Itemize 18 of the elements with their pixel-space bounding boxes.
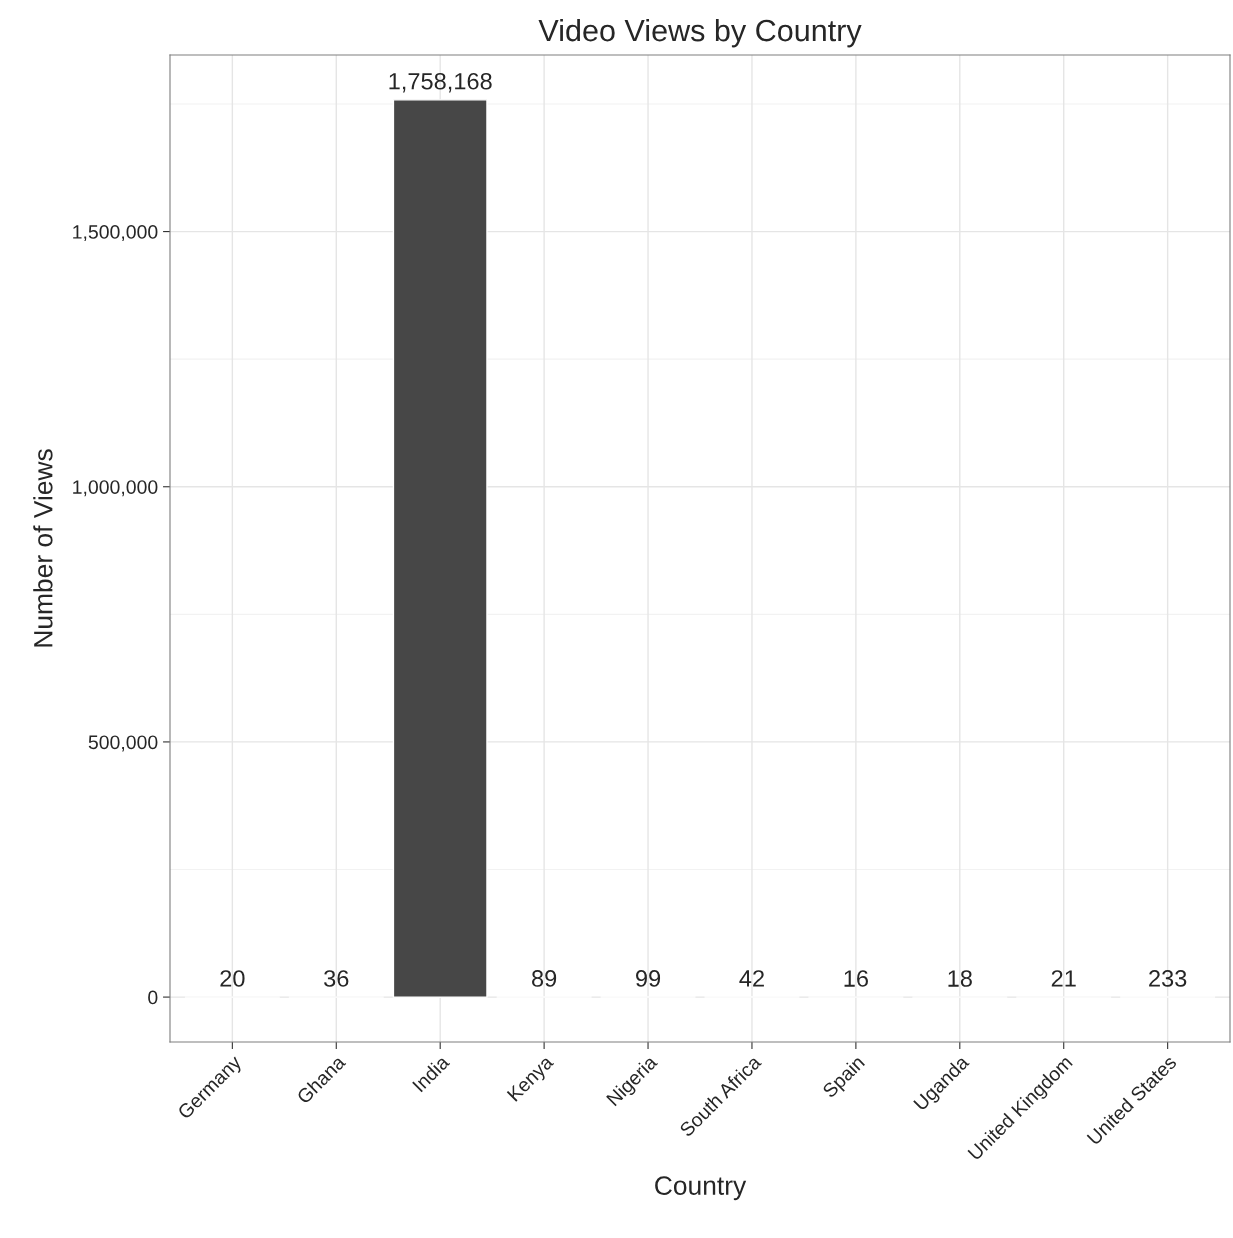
chart-title: Video Views by Country bbox=[538, 18, 862, 48]
y-tick-label: 0 bbox=[148, 990, 158, 1005]
data-label: 21 bbox=[1051, 970, 1076, 987]
y-tick-label: 500,000 bbox=[88, 735, 158, 752]
bar bbox=[392, 99, 488, 998]
data-label: 233 bbox=[1149, 970, 1187, 987]
y-tick-label: 1,000,000 bbox=[73, 480, 158, 497]
data-label: 1,758,168 bbox=[389, 72, 492, 93]
y-axis-title: Number of Views bbox=[33, 449, 53, 647]
data-label: 36 bbox=[324, 970, 349, 987]
data-label: 18 bbox=[948, 970, 972, 987]
data-label: 16 bbox=[844, 970, 868, 987]
data-label: 20 bbox=[220, 970, 245, 987]
y-tick-label: 1,500,000 bbox=[73, 225, 158, 242]
data-label: 42 bbox=[739, 970, 764, 987]
data-label: 89 bbox=[532, 970, 557, 987]
x-axis-title: Country bbox=[655, 1176, 747, 1201]
data-label: 99 bbox=[636, 970, 661, 987]
